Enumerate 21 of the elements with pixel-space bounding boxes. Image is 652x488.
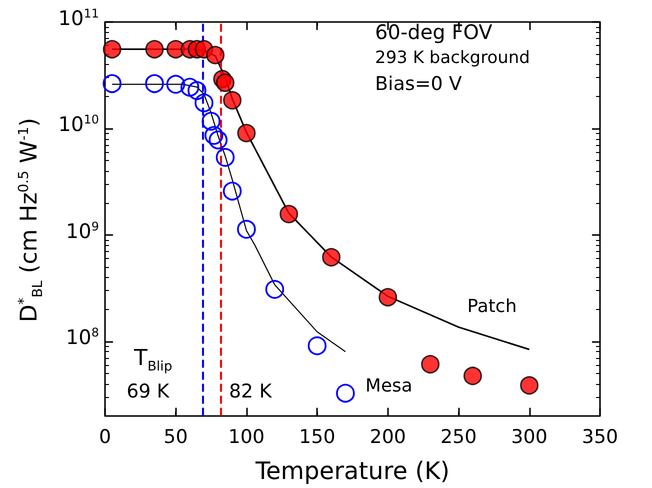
text: Patch xyxy=(467,296,517,317)
annotation: 60-deg FOV xyxy=(375,20,492,44)
x-tick-label: 100 xyxy=(228,426,265,448)
y-tick-label: 10$^{8}$ xyxy=(66,325,99,350)
annotation: T$_{Blip}$ xyxy=(134,346,172,374)
x-tick-label: 50 xyxy=(164,426,188,448)
annotation: 293 K background xyxy=(375,48,530,68)
series-label: Mesa xyxy=(365,376,412,397)
x-tick-label: 150 xyxy=(299,426,336,448)
ref-line-label: 82 K xyxy=(228,380,272,402)
x-tick-label: 0 xyxy=(98,426,112,448)
y-tick-label: 10$^{10}$ xyxy=(58,112,99,136)
y-tick-label: 10$^{9}$ xyxy=(66,218,99,243)
x-axis-title: Temperature (K) xyxy=(254,457,450,485)
x-tick-label: 250 xyxy=(440,426,477,448)
x-tick-label: 200 xyxy=(370,426,406,448)
x-tick-label: 350 xyxy=(582,426,618,448)
x-tick-label: 300 xyxy=(511,426,548,448)
ref-line-label: 69 K xyxy=(126,380,170,402)
annotation: Bias=0 V xyxy=(375,73,462,95)
y-tick-label: 10$^{11}$ xyxy=(58,6,99,30)
